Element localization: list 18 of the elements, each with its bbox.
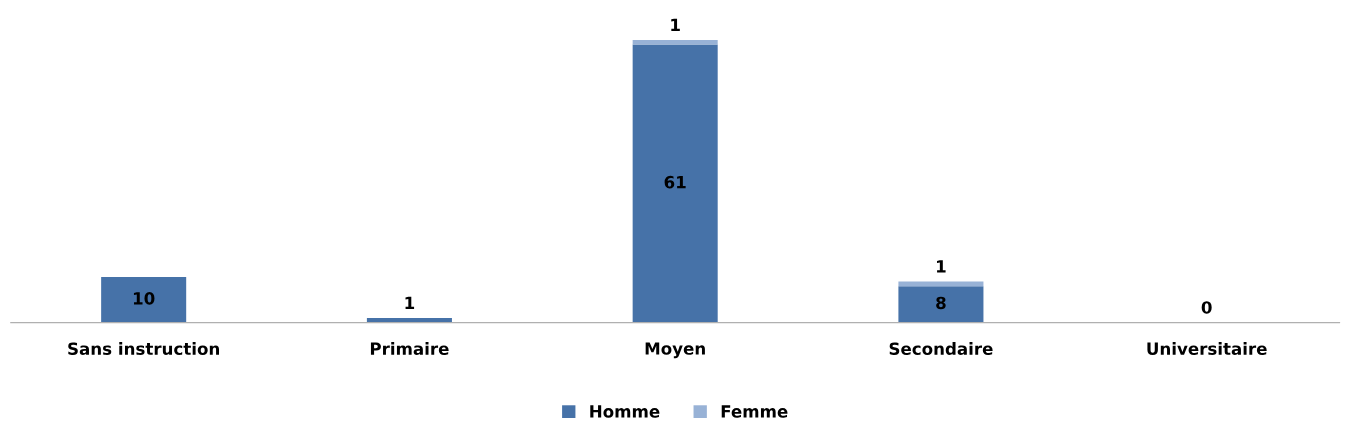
data-label: 0 [1201,301,1212,314]
bar [632,40,718,45]
bar [898,286,984,323]
data-label: 1 [937,260,946,273]
legend-label: Homme [590,405,660,418]
data-label: 1 [671,18,680,31]
x-tick-label: Primaire [370,342,449,355]
bar [632,44,718,323]
x-tick-label: Moyen [645,342,705,359]
x-tick-label: Secondaire [889,342,993,355]
x-tick-label: Sans instruction [68,342,219,355]
legend-label: Femme [721,405,788,418]
data-label: 10 [133,292,155,305]
x-tick-label: Universitaire [1147,342,1267,355]
bar [101,277,187,323]
data-label: 61 [664,175,686,189]
data-label: 8 [936,296,946,310]
data-label: 1 [405,296,415,309]
